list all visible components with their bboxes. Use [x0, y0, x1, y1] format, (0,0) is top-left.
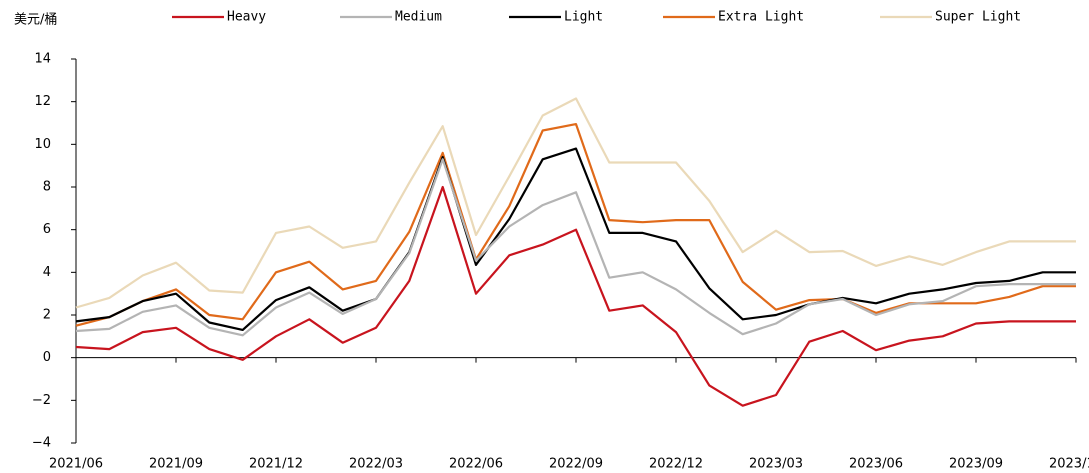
y-tick-label: 12	[34, 94, 51, 109]
x-tick-label: 2021/12	[249, 457, 303, 472]
x-tick-label: 2023/09	[949, 457, 1003, 472]
legend-label: Super Light	[935, 10, 1021, 25]
y-tick-label: 10	[34, 137, 51, 152]
x-tick-label: 2023/06	[849, 457, 903, 472]
x-tick-label: 2022/12	[649, 457, 703, 472]
series-line	[75, 97, 1076, 309]
x-tick-label: 2023/03	[749, 457, 803, 472]
x-tick-label: 2022/06	[449, 457, 503, 472]
x-tick-label: 2021/06	[49, 457, 103, 472]
legend: Heavy Medium Light Extra Light Super Light	[172, 10, 1021, 25]
y-tick-label: 4	[43, 265, 51, 280]
y-tick-label: 0	[43, 350, 51, 365]
legend-label: Heavy	[227, 10, 266, 25]
y-tick-label: −4	[32, 436, 51, 451]
series-line	[75, 123, 1076, 327]
y-tick-label: 14	[34, 52, 51, 67]
y-tick-label: 2	[43, 308, 51, 323]
y-tick-label: 8	[43, 180, 51, 195]
legend-label: Extra Light	[718, 10, 804, 25]
x-tick-label: 2022/09	[549, 457, 603, 472]
x-tick-label: 2023/12	[1049, 457, 1089, 472]
legend-label: Medium	[395, 10, 442, 25]
y-axis-label: 美元/桶	[14, 13, 57, 28]
legend-label: Light	[564, 10, 603, 25]
y-tick-label: −2	[32, 393, 51, 408]
y-tick-label: 6	[43, 222, 51, 237]
series-line	[75, 158, 1076, 337]
x-tick-label: 2021/09	[149, 457, 203, 472]
series-line	[75, 185, 1076, 407]
x-tick-label: 2022/03	[349, 457, 403, 472]
series-line	[75, 147, 1076, 331]
